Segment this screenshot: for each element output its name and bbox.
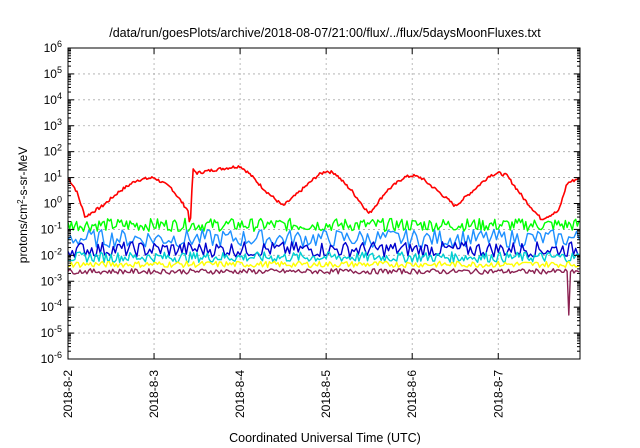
series-line	[67, 165, 580, 223]
y-axis-label-post: -s-sr-MeV	[16, 147, 30, 200]
series-line	[67, 241, 581, 258]
x-tick-label: 2018-8-6	[405, 370, 419, 418]
series-line	[67, 268, 580, 316]
y-tick-label: 10-3	[41, 272, 62, 288]
x-tick-label: 2018-8-7	[491, 370, 505, 418]
x-tick-label: 2018-8-2	[61, 370, 75, 418]
grid	[68, 48, 580, 359]
y-tick-label: 10-6	[41, 350, 62, 366]
y-tick-label: 10-1	[41, 220, 62, 236]
series-line	[67, 228, 580, 249]
ticks: 10-6 10-5 10-4 10-3 10-2 10-1 100 101 102 103 104 1…	[41, 39, 580, 418]
y-tick-label: 102	[44, 143, 62, 159]
y-axis-label: protons/cm2-s-sr-MeV	[16, 147, 31, 263]
y-tick-label: 101	[44, 169, 62, 185]
y-tick-label: 106	[44, 39, 62, 55]
y-tick-label: 105	[44, 65, 62, 81]
y-axis-label-pre: protons/cm	[16, 204, 30, 263]
y-tick-label: 104	[44, 91, 62, 107]
x-tick-label: 2018-8-4	[233, 370, 247, 418]
series-line	[67, 251, 580, 263]
series-line	[67, 260, 580, 269]
y-tick-label: 10-2	[41, 246, 62, 262]
series-group	[67, 165, 581, 316]
y-tick-label: 100	[44, 195, 62, 211]
x-tick-label: 2018-8-5	[319, 370, 333, 418]
chart-title: /data/run/goesPlots/archive/2018-08-07/2…	[109, 26, 541, 40]
y-tick-label: 103	[44, 117, 62, 133]
y-tick-label: 10-4	[41, 298, 62, 314]
x-axis-label: Coordinated Universal Time (UTC)	[229, 431, 421, 445]
svg-text:protons/cm2-s-sr-MeV: protons/cm2-s-sr-MeV	[16, 147, 31, 263]
plot-frame	[67, 47, 581, 360]
series-line	[67, 217, 580, 232]
y-axis-label-sup: 2	[16, 199, 25, 204]
y-tick-label: 10-5	[41, 324, 62, 340]
x-tick-label: 2018-8-3	[147, 370, 161, 418]
